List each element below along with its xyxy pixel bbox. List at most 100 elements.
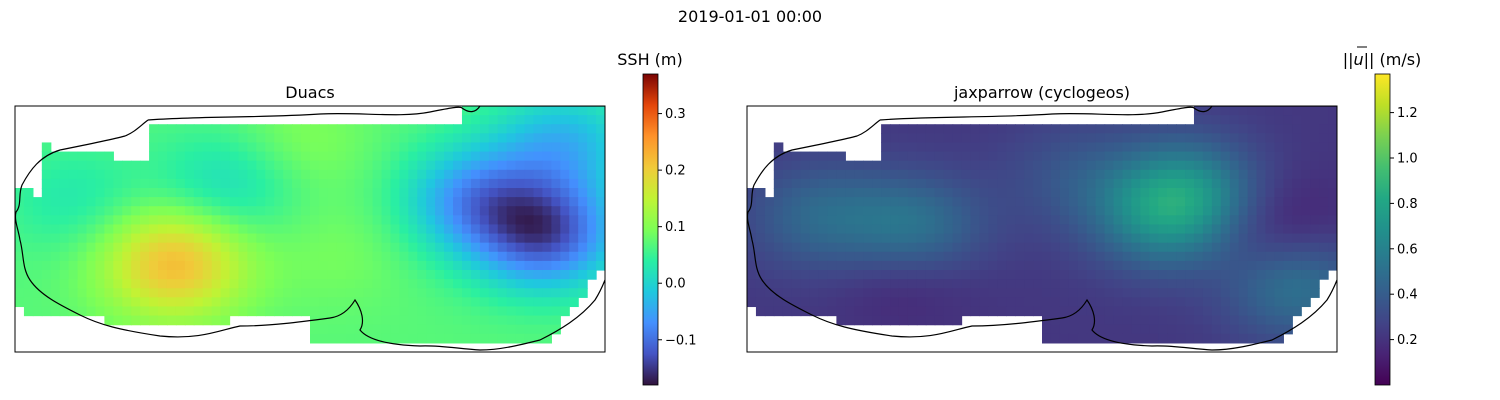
heatmap-cell (399, 215, 409, 226)
heatmap-cell (104, 151, 114, 162)
heatmap-cell (1274, 306, 1284, 317)
heatmap-cell (755, 306, 766, 317)
heatmap-cell (1050, 306, 1061, 317)
heatmap-cell (1238, 279, 1249, 289)
heatmap-cell (1292, 297, 1302, 308)
heatmap-cell (1158, 279, 1168, 289)
heatmap-cell (1238, 142, 1249, 153)
heatmap-cell (755, 251, 766, 262)
heatmap-cell (122, 297, 132, 308)
heatmap-cell (506, 115, 517, 125)
heatmap-cell (1310, 224, 1320, 235)
heatmap-cell (41, 279, 52, 289)
heatmap-cell (916, 251, 927, 262)
heatmap-cell (1113, 124, 1124, 134)
heatmap-cell (1238, 224, 1249, 235)
heatmap-cell (1256, 333, 1267, 344)
heatmap-cell (997, 188, 1007, 198)
heatmap-cell (149, 188, 159, 198)
heatmap-cell (488, 297, 499, 308)
heatmap-cell (372, 251, 383, 262)
heatmap-cell (1176, 324, 1186, 335)
heatmap-cell (1185, 151, 1195, 162)
heatmap-cell (1176, 142, 1186, 153)
heatmap-cell (907, 151, 918, 162)
heatmap-cell (390, 315, 400, 326)
heatmap-cell (1256, 206, 1267, 216)
heatmap-cell (283, 233, 293, 244)
heatmap-cell (1283, 233, 1293, 244)
heatmap-cell (77, 279, 88, 289)
heatmap-cell (444, 133, 454, 144)
heatmap-cell (1274, 133, 1284, 144)
heatmap-cell (1265, 169, 1276, 180)
heatmap-cell (1059, 178, 1070, 189)
heatmap-cell (1104, 324, 1115, 335)
heatmap-cell (961, 260, 972, 271)
heatmap-cell (193, 242, 204, 253)
heatmap-cell (1167, 288, 1177, 298)
heatmap-cell (363, 306, 374, 317)
heatmap-cell (791, 160, 802, 171)
heatmap-cell (782, 197, 793, 207)
heatmap-cell (166, 288, 177, 298)
heatmap-cell (533, 142, 544, 153)
heatmap-cell (444, 142, 454, 153)
heatmap-cell (113, 224, 123, 235)
heatmap-cell (916, 288, 927, 298)
heatmap-cell (417, 206, 427, 216)
heatmap-cell (961, 233, 972, 244)
heatmap-cell (408, 324, 418, 335)
heatmap-cell (318, 178, 329, 189)
heatmap-cell (327, 197, 338, 207)
heatmap-cell (381, 242, 392, 253)
heatmap-cell (488, 233, 499, 244)
heatmap-cell (542, 251, 552, 262)
heatmap-cell (435, 279, 445, 289)
heatmap-cell (524, 142, 535, 153)
heatmap-cell (131, 288, 141, 298)
heatmap-cell (970, 279, 981, 289)
heatmap-cell (426, 124, 436, 134)
heatmap-cell (1310, 197, 1320, 207)
heatmap-cell (470, 251, 481, 262)
heatmap-cell (1122, 160, 1132, 171)
heatmap-cell (845, 279, 855, 289)
heatmap-cell (1283, 142, 1293, 153)
heatmap-cell (68, 178, 79, 189)
heatmap-cell (818, 233, 829, 244)
heatmap-cell (560, 297, 570, 308)
heatmap-cell (1122, 297, 1132, 308)
heatmap-cell (934, 306, 945, 317)
heatmap-cell (979, 215, 989, 226)
heatmap-cell (1059, 169, 1070, 180)
heatmap-cell (229, 188, 240, 198)
heatmap-cell (1140, 169, 1150, 180)
heatmap-cell (453, 124, 463, 134)
heatmap-cell (238, 178, 249, 189)
heatmap-cell (800, 178, 811, 189)
heatmap-cell (1319, 260, 1329, 271)
heatmap-cell (890, 251, 900, 262)
heatmap-cell (943, 178, 954, 189)
heatmap-cell (140, 288, 150, 298)
heatmap-cell (238, 160, 249, 171)
heatmap-cell (417, 151, 427, 162)
heatmap-cell (524, 279, 535, 289)
heatmap-cell (68, 251, 79, 262)
heatmap-cell (1149, 197, 1159, 207)
heatmap-cell (292, 169, 302, 180)
heatmap-cell (390, 160, 400, 171)
heatmap-cell (292, 260, 302, 271)
heatmap-cell (77, 297, 88, 308)
heatmap-cell (1024, 215, 1034, 226)
heatmap-cell (220, 315, 231, 326)
heatmap-cell (800, 260, 811, 271)
heatmap-cell (1247, 333, 1258, 344)
heatmap-cell (560, 206, 570, 216)
heatmap-cell (50, 215, 61, 226)
heatmap-cell (578, 288, 588, 298)
heatmap-cell (193, 233, 204, 244)
heatmap-cell (898, 142, 909, 153)
heatmap-cell (587, 188, 597, 198)
